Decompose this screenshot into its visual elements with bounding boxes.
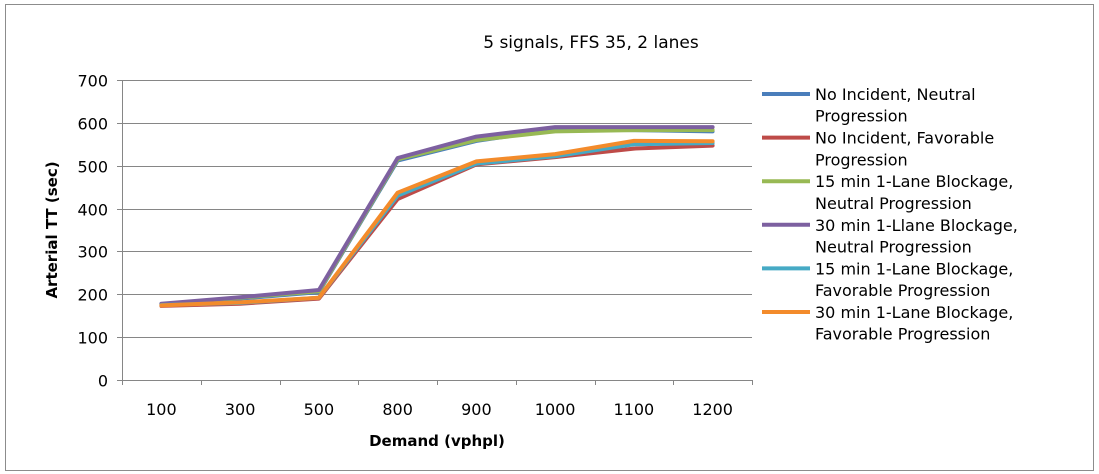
axes: 0 100 200 300 400 500 600 700 100 300 500 800 900 100… — [77, 72, 753, 419]
legend-label-4: Neutral Progression — [815, 238, 972, 257]
x-tick-label: 1200 — [692, 400, 733, 419]
x-tick-label: 800 — [382, 400, 413, 419]
series-line-4 — [159, 125, 715, 306]
chart-title: 5 signals, FFS 35, 2 lanes — [483, 33, 699, 53]
y-tick-label: 500 — [77, 158, 108, 177]
legend-label-2: No Incident, Favorable — [815, 129, 994, 148]
legend-label-6: 30 min 1-Lane Blockage, — [815, 303, 1013, 322]
y-tick-label: 600 — [77, 115, 108, 134]
legend-label-1: Progression — [815, 107, 908, 126]
x-axis-title: Demand (vphpl) — [369, 432, 505, 450]
legend-label-6: Favorable Progression — [815, 325, 990, 344]
legend-label-5: Favorable Progression — [815, 281, 990, 300]
x-tick-label: 500 — [304, 400, 335, 419]
series-line-6 — [159, 138, 715, 308]
legend-label-2: Progression — [815, 150, 908, 169]
gridlines — [122, 80, 752, 338]
legend-label-1: No Incident, Neutral — [815, 85, 976, 104]
legend-label-3: 15 min 1-Lane Blockage, — [815, 172, 1013, 191]
chart-border — [5, 4, 1094, 471]
x-tick-label: 300 — [225, 400, 256, 419]
legend-label-3: Neutral Progression — [815, 194, 972, 213]
y-tick-label: 0 — [98, 372, 108, 391]
y-tick-label: 100 — [77, 329, 108, 348]
legend: No Incident, Neutral Progression No Incide… — [762, 85, 1018, 344]
series-lines — [159, 125, 715, 308]
y-tick-label: 400 — [77, 201, 108, 220]
y-tick-label: 700 — [77, 72, 108, 91]
x-tick-label: 1100 — [614, 400, 655, 419]
x-tick-label: 100 — [146, 400, 177, 419]
y-tick-label: 200 — [77, 286, 108, 305]
x-tick-label: 900 — [461, 400, 492, 419]
x-tick-label: 1000 — [535, 400, 576, 419]
legend-label-4: 30 min 1-Llane Blockage, — [815, 216, 1018, 235]
legend-label-5: 15 min 1-Lane Blockage, — [815, 259, 1013, 278]
y-axis-title: Arterial TT (sec) — [43, 161, 61, 298]
y-tick-label: 300 — [77, 243, 108, 262]
